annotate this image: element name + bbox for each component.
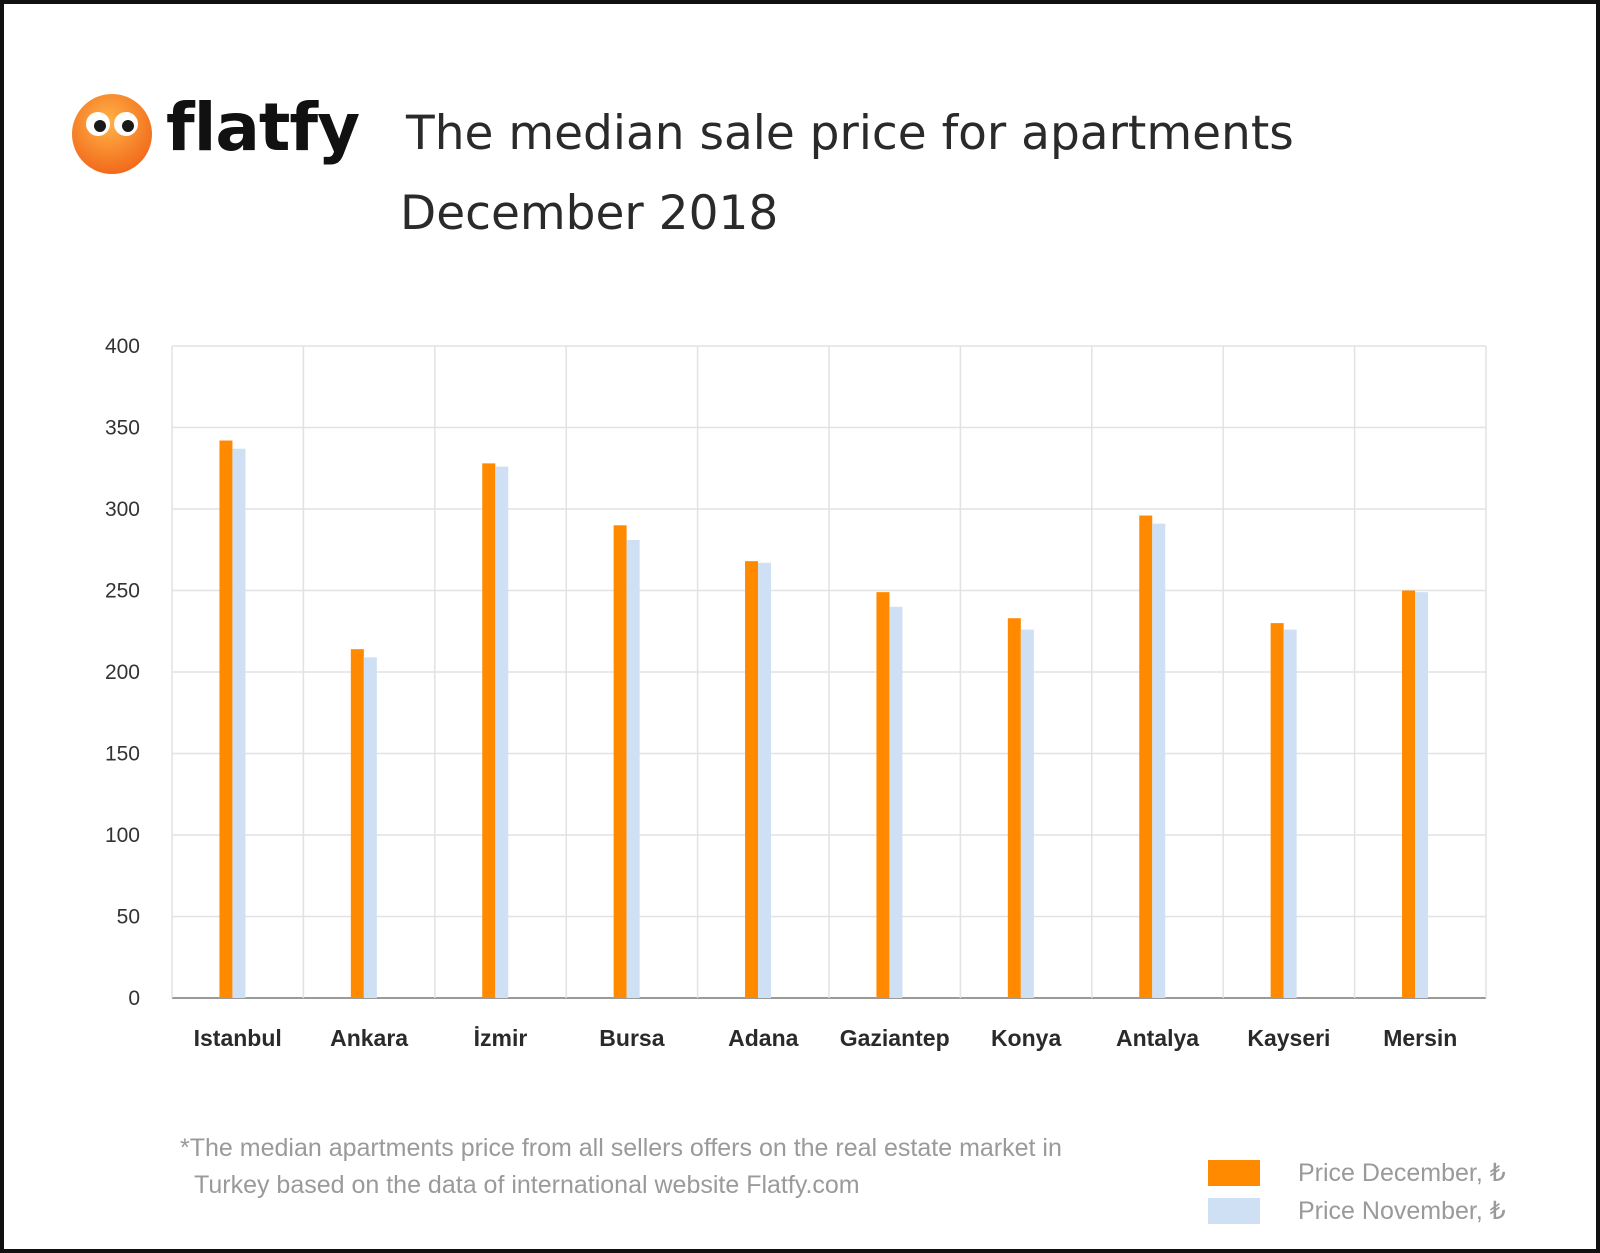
chart-subtitle: December 2018	[400, 186, 779, 241]
legend-label-december: Price December, ₺	[1298, 1159, 1506, 1187]
x-tick-label-4: Adana	[728, 1025, 799, 1051]
y-tick-label-100: 100	[105, 824, 140, 847]
bar-november-7	[1152, 523, 1166, 998]
footnote-line-1: *The median apartments price from all se…	[180, 1134, 1062, 1162]
legend-swatch-november	[1208, 1198, 1260, 1224]
x-tick-label-9: Mersin	[1383, 1025, 1457, 1051]
flatfy-logo: flatfy	[70, 89, 370, 176]
bar-november-5	[889, 606, 903, 998]
footnote-line-2: Turkey based on the data of internationa…	[194, 1171, 860, 1199]
x-tick-label-2: İzmir	[474, 1025, 528, 1051]
y-tick-label-250: 250	[105, 580, 140, 603]
bar-december-6	[1007, 618, 1021, 998]
y-axis: 0 50 100 150 200 250 300 350 400	[105, 335, 140, 1010]
chart-title: The median sale price for apartments	[406, 106, 1294, 161]
bar-december-3	[613, 525, 627, 998]
x-tick-label-5: Gaziantep	[840, 1025, 950, 1051]
bars	[219, 440, 1429, 998]
bar-november-2	[495, 466, 509, 998]
x-tick-label-7: Antalya	[1116, 1025, 1199, 1051]
bar-december-4	[745, 561, 759, 998]
brand-name: flatfy	[166, 89, 360, 166]
bar-november-3	[626, 539, 640, 998]
x-tick-label-3: Bursa	[599, 1025, 664, 1051]
legend-item-november: Price November, ₺	[1208, 1194, 1588, 1232]
bar-november-9	[1415, 592, 1429, 998]
x-tick-label-6: Konya	[991, 1025, 1062, 1051]
y-tick-label-0: 0	[128, 987, 140, 1010]
bar-november-0	[232, 448, 246, 998]
y-tick-label-50: 50	[117, 906, 140, 929]
bar-december-8	[1270, 623, 1284, 998]
legend-swatch-december	[1208, 1160, 1260, 1186]
bar-november-6	[1020, 629, 1034, 998]
x-tick-label-0: Istanbul	[194, 1025, 282, 1051]
legend: Price December, ₺ Price November, ₺	[1208, 1156, 1588, 1232]
y-tick-label-150: 150	[105, 743, 140, 766]
bar-december-7	[1139, 515, 1153, 998]
legend-label-november: Price November, ₺	[1298, 1197, 1506, 1225]
footnote: *The median apartments price from all se…	[180, 1130, 1140, 1204]
x-axis: Istanbul Ankara İzmir Bursa Adana Gaziantep Ko…	[194, 1025, 1458, 1051]
bar-december-1	[350, 649, 364, 998]
grid-lines	[171, 345, 1487, 999]
bar-december-9	[1402, 590, 1416, 998]
x-tick-label-1: Ankara	[330, 1025, 408, 1051]
y-tick-label-400: 400	[105, 335, 140, 358]
bar-december-2	[482, 463, 496, 998]
bar-november-4	[758, 562, 772, 998]
y-tick-label-200: 200	[105, 661, 140, 684]
bar-december-0	[219, 440, 233, 998]
bar-november-1	[363, 657, 377, 998]
legend-item-december: Price December, ₺	[1208, 1156, 1588, 1194]
y-tick-label-300: 300	[105, 498, 140, 521]
bar-november-8	[1283, 629, 1297, 998]
x-tick-label-8: Kayseri	[1247, 1025, 1330, 1051]
bar-december-5	[876, 592, 890, 998]
flatfy-owl-icon	[72, 94, 152, 174]
y-tick-label-350: 350	[105, 417, 140, 440]
